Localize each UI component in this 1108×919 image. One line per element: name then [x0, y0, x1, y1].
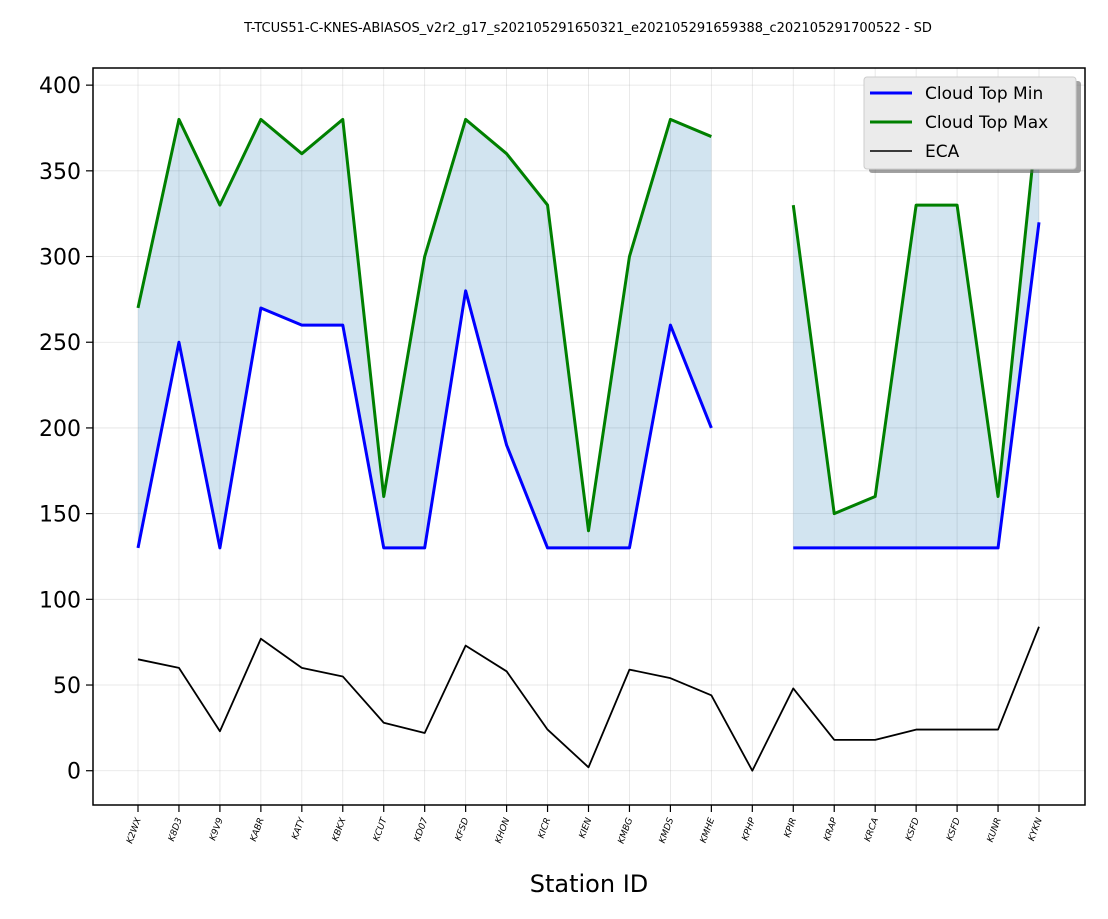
series-line-cloud-top-min [136, 289, 713, 550]
y-tick-label: 0 [67, 760, 81, 785]
grid [93, 68, 1085, 805]
chart-title: T-TCUS51-C-KNES-ABIASOS_v2r2_g17_s202105… [243, 21, 932, 36]
legend: Cloud Top Min Cloud Top Max ECA [863, 76, 1081, 173]
y-tick-label: 400 [39, 74, 81, 99]
y-axis: 0 50 100 150 200 250 300 350 400 [39, 74, 93, 785]
y-tick-label: 250 [39, 331, 81, 356]
y-tick-label: 300 [39, 246, 81, 271]
y-tick-label: 350 [39, 160, 81, 185]
legend-label-eca: ECA [925, 142, 960, 162]
legend-label-min: Cloud Top Min [925, 84, 1043, 104]
y-tick-label: 50 [53, 674, 81, 699]
y-tick-label: 200 [39, 417, 81, 442]
legend-item-eca: ECA [870, 142, 960, 162]
fill-band [138, 119, 712, 548]
y-tick-label: 150 [39, 503, 81, 528]
legend-item-max: Cloud Top Max [870, 113, 1048, 133]
series-line-cloud-top-min [793, 222, 1041, 550]
legend-box [863, 76, 1077, 170]
series-lines [136, 102, 1041, 772]
legend-item-min: Cloud Top Min [870, 84, 1043, 104]
legend-label-max: Cloud Top Max [925, 113, 1048, 133]
series-line-cloud-top-max [791, 102, 1041, 516]
x-axis-label: Station ID [530, 870, 649, 898]
fill-between [138, 102, 1039, 548]
series-line-cloud-top-max [136, 117, 712, 533]
y-tick-label: 100 [39, 588, 81, 613]
series-line-eca [137, 626, 1040, 772]
fill-band [793, 102, 1039, 548]
